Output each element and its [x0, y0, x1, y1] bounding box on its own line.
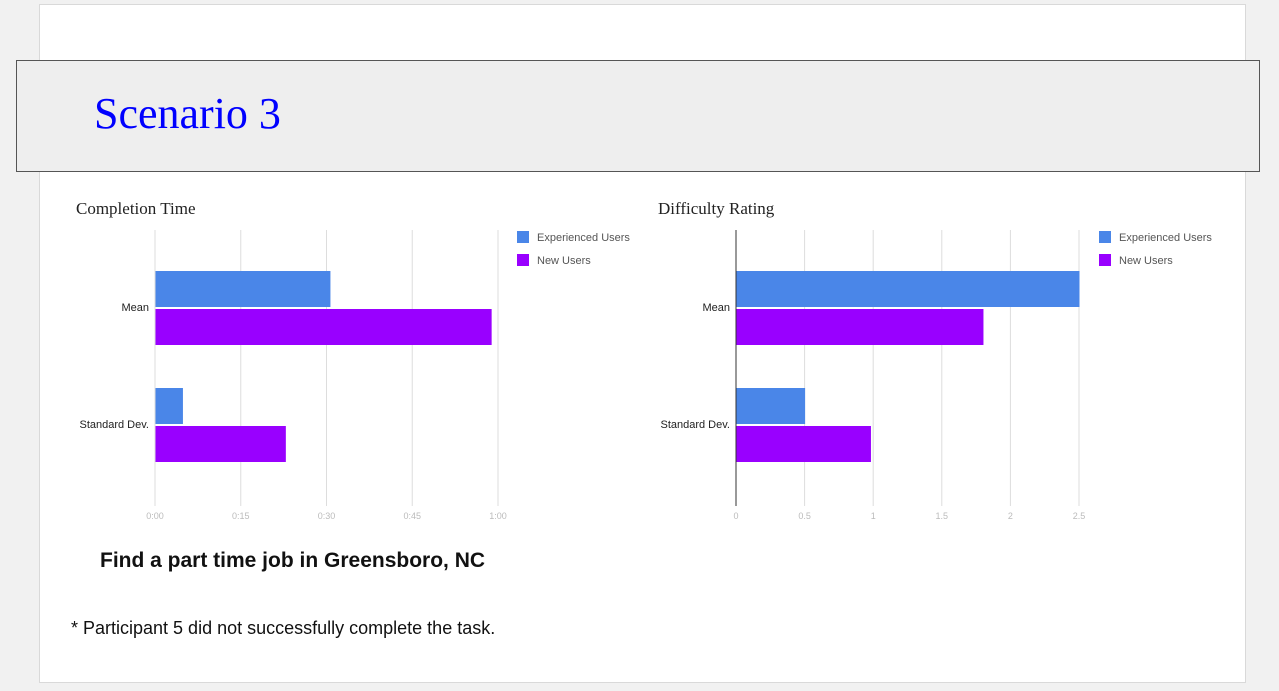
x-tick-label: 0.5 [798, 511, 811, 521]
x-tick-label: 1:00 [489, 511, 507, 521]
x-tick-label: 0:45 [403, 511, 421, 521]
category-label: Standard Dev. [79, 419, 149, 431]
category-label: Mean [121, 302, 149, 314]
slide-header-band: Scenario 3 [16, 60, 1260, 172]
bar-new-std-dev [736, 426, 871, 462]
legend-label: New Users [537, 255, 591, 267]
bar-new-std-dev [155, 426, 286, 462]
chart-title: Completion Time [76, 199, 196, 218]
footnote: * Participant 5 did not successfully com… [71, 618, 496, 638]
bar-experienced-mean [155, 271, 331, 307]
bar-new-mean [155, 309, 492, 345]
x-tick-label: 2.5 [1073, 511, 1086, 521]
legend-label: New Users [1119, 255, 1173, 267]
bar-new-mean [736, 309, 984, 345]
x-tick-label: 1 [871, 511, 876, 521]
legend-swatch [517, 231, 529, 243]
x-tick-label: 0:30 [318, 511, 336, 521]
difficulty-rating-chart: Difficulty Rating 0 0.5 1 1.5 2 2.5 Mean Standar… [642, 188, 1222, 533]
bar-experienced-mean [736, 271, 1080, 307]
x-tick-label: 0:15 [232, 511, 250, 521]
x-tick-label: 0 [733, 511, 738, 521]
chart-svg: Difficulty Rating 0 0.5 1 1.5 2 2.5 Mean Standar… [658, 199, 1212, 521]
legend-swatch [1099, 254, 1111, 266]
legend-label: Experienced Users [537, 232, 630, 244]
x-tick-label: 0:00 [146, 511, 164, 521]
slide-title: Scenario 3 [94, 89, 281, 138]
bar-experienced-std-dev [736, 388, 806, 424]
category-label: Standard Dev. [660, 419, 730, 431]
legend-label: Experienced Users [1119, 232, 1212, 244]
x-tick-label: 1.5 [936, 511, 949, 521]
completion-time-chart: Completion Time 0:00 0:15 0:30 0:45 1:00 Mean S… [60, 188, 640, 533]
x-tick-label: 2 [1008, 511, 1013, 521]
category-label: Mean [702, 302, 730, 314]
legend-swatch [1099, 231, 1111, 243]
bar-experienced-std-dev [155, 388, 183, 424]
task-description: Find a part time job in Greensboro, NC [100, 549, 486, 572]
legend-swatch [517, 254, 529, 266]
chart-title: Difficulty Rating [658, 199, 775, 218]
chart-svg: Completion Time 0:00 0:15 0:30 0:45 1:00 Mean S… [76, 199, 630, 521]
